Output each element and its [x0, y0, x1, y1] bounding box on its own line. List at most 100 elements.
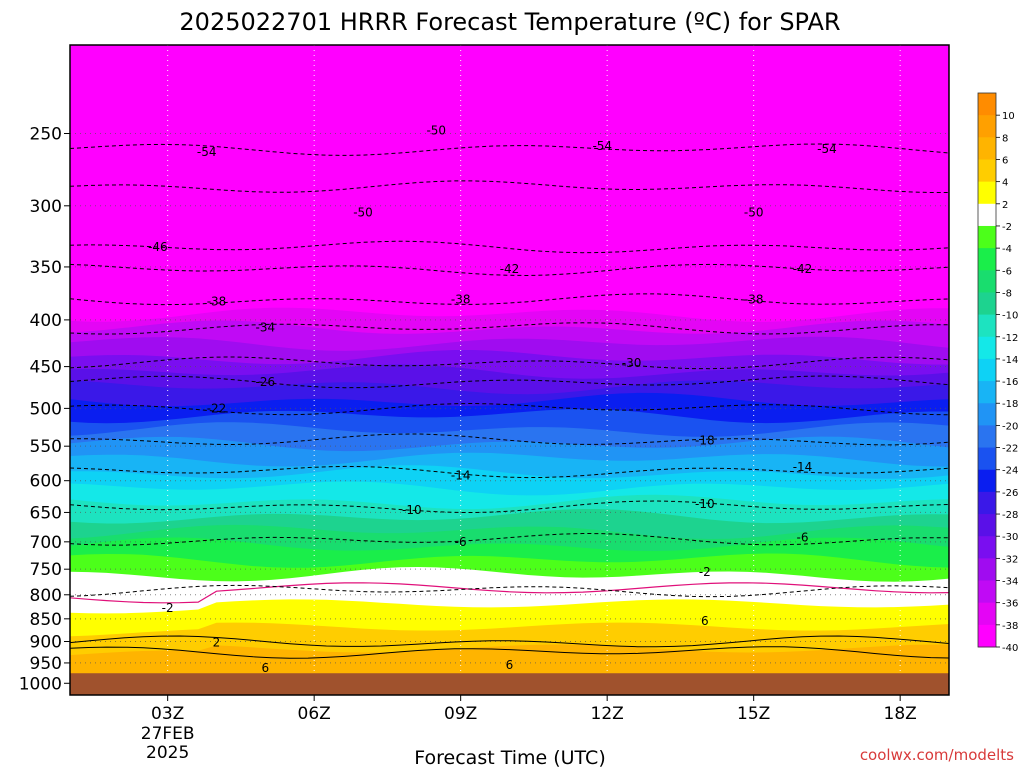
colorbar-swatch [978, 425, 996, 449]
isotherm-label: -22 [207, 401, 227, 415]
colorbar-swatch [978, 93, 996, 116]
colorbar-swatch [978, 137, 996, 160]
isotherm-label: -54 [592, 139, 612, 153]
colorbar-swatch [978, 602, 996, 626]
colorbar-label: -20 [1002, 421, 1018, 432]
colorbar-label: -28 [1002, 510, 1018, 521]
colorbar-swatch [978, 225, 996, 249]
colorbar-swatch [978, 159, 996, 183]
plot-frame [69, 44, 950, 696]
isotherm-label: -14 [793, 460, 813, 474]
x-tick-label: 09Z [444, 704, 477, 724]
isotherm-label: 2 [213, 635, 221, 649]
isotherm-label: 6 [506, 658, 514, 672]
y-tick-label: 300 [30, 197, 62, 217]
isotherm-label: -18 [695, 433, 715, 447]
grid-lines [70, 45, 949, 695]
colorbar-label: -10 [1002, 311, 1018, 322]
colorbar-swatch [978, 514, 996, 537]
x-tick-label: 18Z [884, 704, 917, 724]
colorbar-label: -14 [1002, 355, 1018, 366]
y-tick-label: 550 [30, 437, 62, 457]
colorbar-label: -2 [1002, 222, 1012, 233]
colorbar-swatch [978, 270, 996, 293]
colorbar-label: -24 [1002, 466, 1018, 477]
isotherm-label: -38 [744, 293, 764, 307]
colorbar-label: -8 [1002, 288, 1012, 299]
colorbar-swatch [978, 381, 996, 404]
colorbar-swatch [978, 115, 996, 138]
colorbar-label: -36 [1002, 599, 1018, 610]
colorbar-label: -40 [1002, 643, 1018, 654]
isotherm-line [70, 646, 949, 659]
colorbar-frame [977, 92, 997, 648]
x-tick-label: 15Z [737, 704, 770, 724]
isotherm-label: -50 [353, 205, 373, 219]
colorbar-label: 8 [1002, 133, 1008, 144]
isotherm-label: -50 [744, 205, 764, 219]
x-tick-label: 12Z [591, 704, 624, 724]
y-tick-label: 750 [30, 560, 62, 580]
surface-ground-fill [70, 673, 949, 695]
colorbar-swatch [978, 580, 996, 604]
y-tick-label: 500 [30, 399, 62, 419]
isotherm-label: -6 [455, 535, 467, 549]
isotherm-label: -34 [256, 321, 276, 335]
colorbar-swatch [978, 248, 996, 271]
colorbar-swatch [978, 447, 996, 471]
y-tick-label: 600 [30, 472, 62, 492]
x-tick-label: 06Z [298, 704, 331, 724]
colorbar-label: -38 [1002, 621, 1018, 632]
chart-title: 2025022701 HRRR Forecast Temperature (ºC… [179, 8, 840, 36]
colorbar-label: -6 [1002, 266, 1012, 277]
colorbar-swatch [978, 358, 996, 382]
isotherm-label: -46 [148, 240, 168, 254]
colorbar-label: -32 [1002, 554, 1018, 565]
colorbar-swatch [978, 469, 996, 493]
colorbar-label: -18 [1002, 399, 1018, 410]
colorbar-label: -12 [1002, 333, 1018, 344]
x-tick-label: 03Z [151, 704, 184, 724]
y-tick-label: 650 [30, 503, 62, 523]
colorbar-swatch [978, 314, 996, 338]
colorbar-label: -30 [1002, 532, 1018, 543]
y-tick-label: 450 [30, 358, 62, 378]
site-credit: coolwx.com/modelts [860, 746, 1014, 764]
colorbar-label: 2 [1002, 200, 1008, 211]
isotherm-label: -42 [793, 262, 813, 276]
isotherm-label: -38 [207, 295, 227, 309]
colorbar-label: -34 [1002, 577, 1018, 588]
colorbar-swatch [978, 536, 996, 559]
colorbar-swatch [978, 491, 996, 515]
isotherm-label: 6 [701, 614, 709, 628]
colorbar-swatch [978, 558, 996, 582]
isotherm-label: 6 [262, 661, 270, 675]
isotherm-label: -2 [699, 565, 711, 579]
colorbar-swatch [978, 181, 996, 205]
colorbar-label: 6 [1002, 155, 1008, 166]
isotherm-label: -54 [197, 145, 217, 159]
colorbar-label: -16 [1002, 377, 1018, 388]
y-tick-label: 250 [30, 124, 62, 144]
colorbar-legend: 10 8 6 4 2 -2 -4 -6 -8 -10 -12 -14 -16 -18 -20 -22 -24 -2… [977, 92, 1018, 654]
colorbar-swatch [978, 336, 996, 360]
colorbar-swatch [978, 203, 996, 227]
isotherm-label: -10 [402, 503, 422, 517]
colorbar-label: -4 [1002, 244, 1012, 255]
colorbar-swatch [978, 292, 996, 316]
y-tick-label: 850 [30, 610, 62, 630]
isotherm-label: -26 [256, 375, 276, 389]
y-tick-label: 950 [30, 654, 62, 674]
colorbar-label: 4 [1002, 178, 1008, 189]
plot-area: -54 -54 -54 -50 -50 -50 -46 -42 -42 -38 -38 -38 -34 -… [70, 45, 949, 695]
y-tick-label: 800 [30, 586, 62, 606]
isotherm-label: -42 [500, 262, 520, 276]
y-tick-label: 1000 [19, 674, 62, 694]
colorbar-label: -26 [1002, 488, 1018, 499]
isotherm-label: -54 [817, 142, 837, 156]
x-date-label: 27FEB [141, 724, 195, 744]
isotherm-line [70, 635, 949, 648]
colorbar-swatch [978, 403, 996, 426]
